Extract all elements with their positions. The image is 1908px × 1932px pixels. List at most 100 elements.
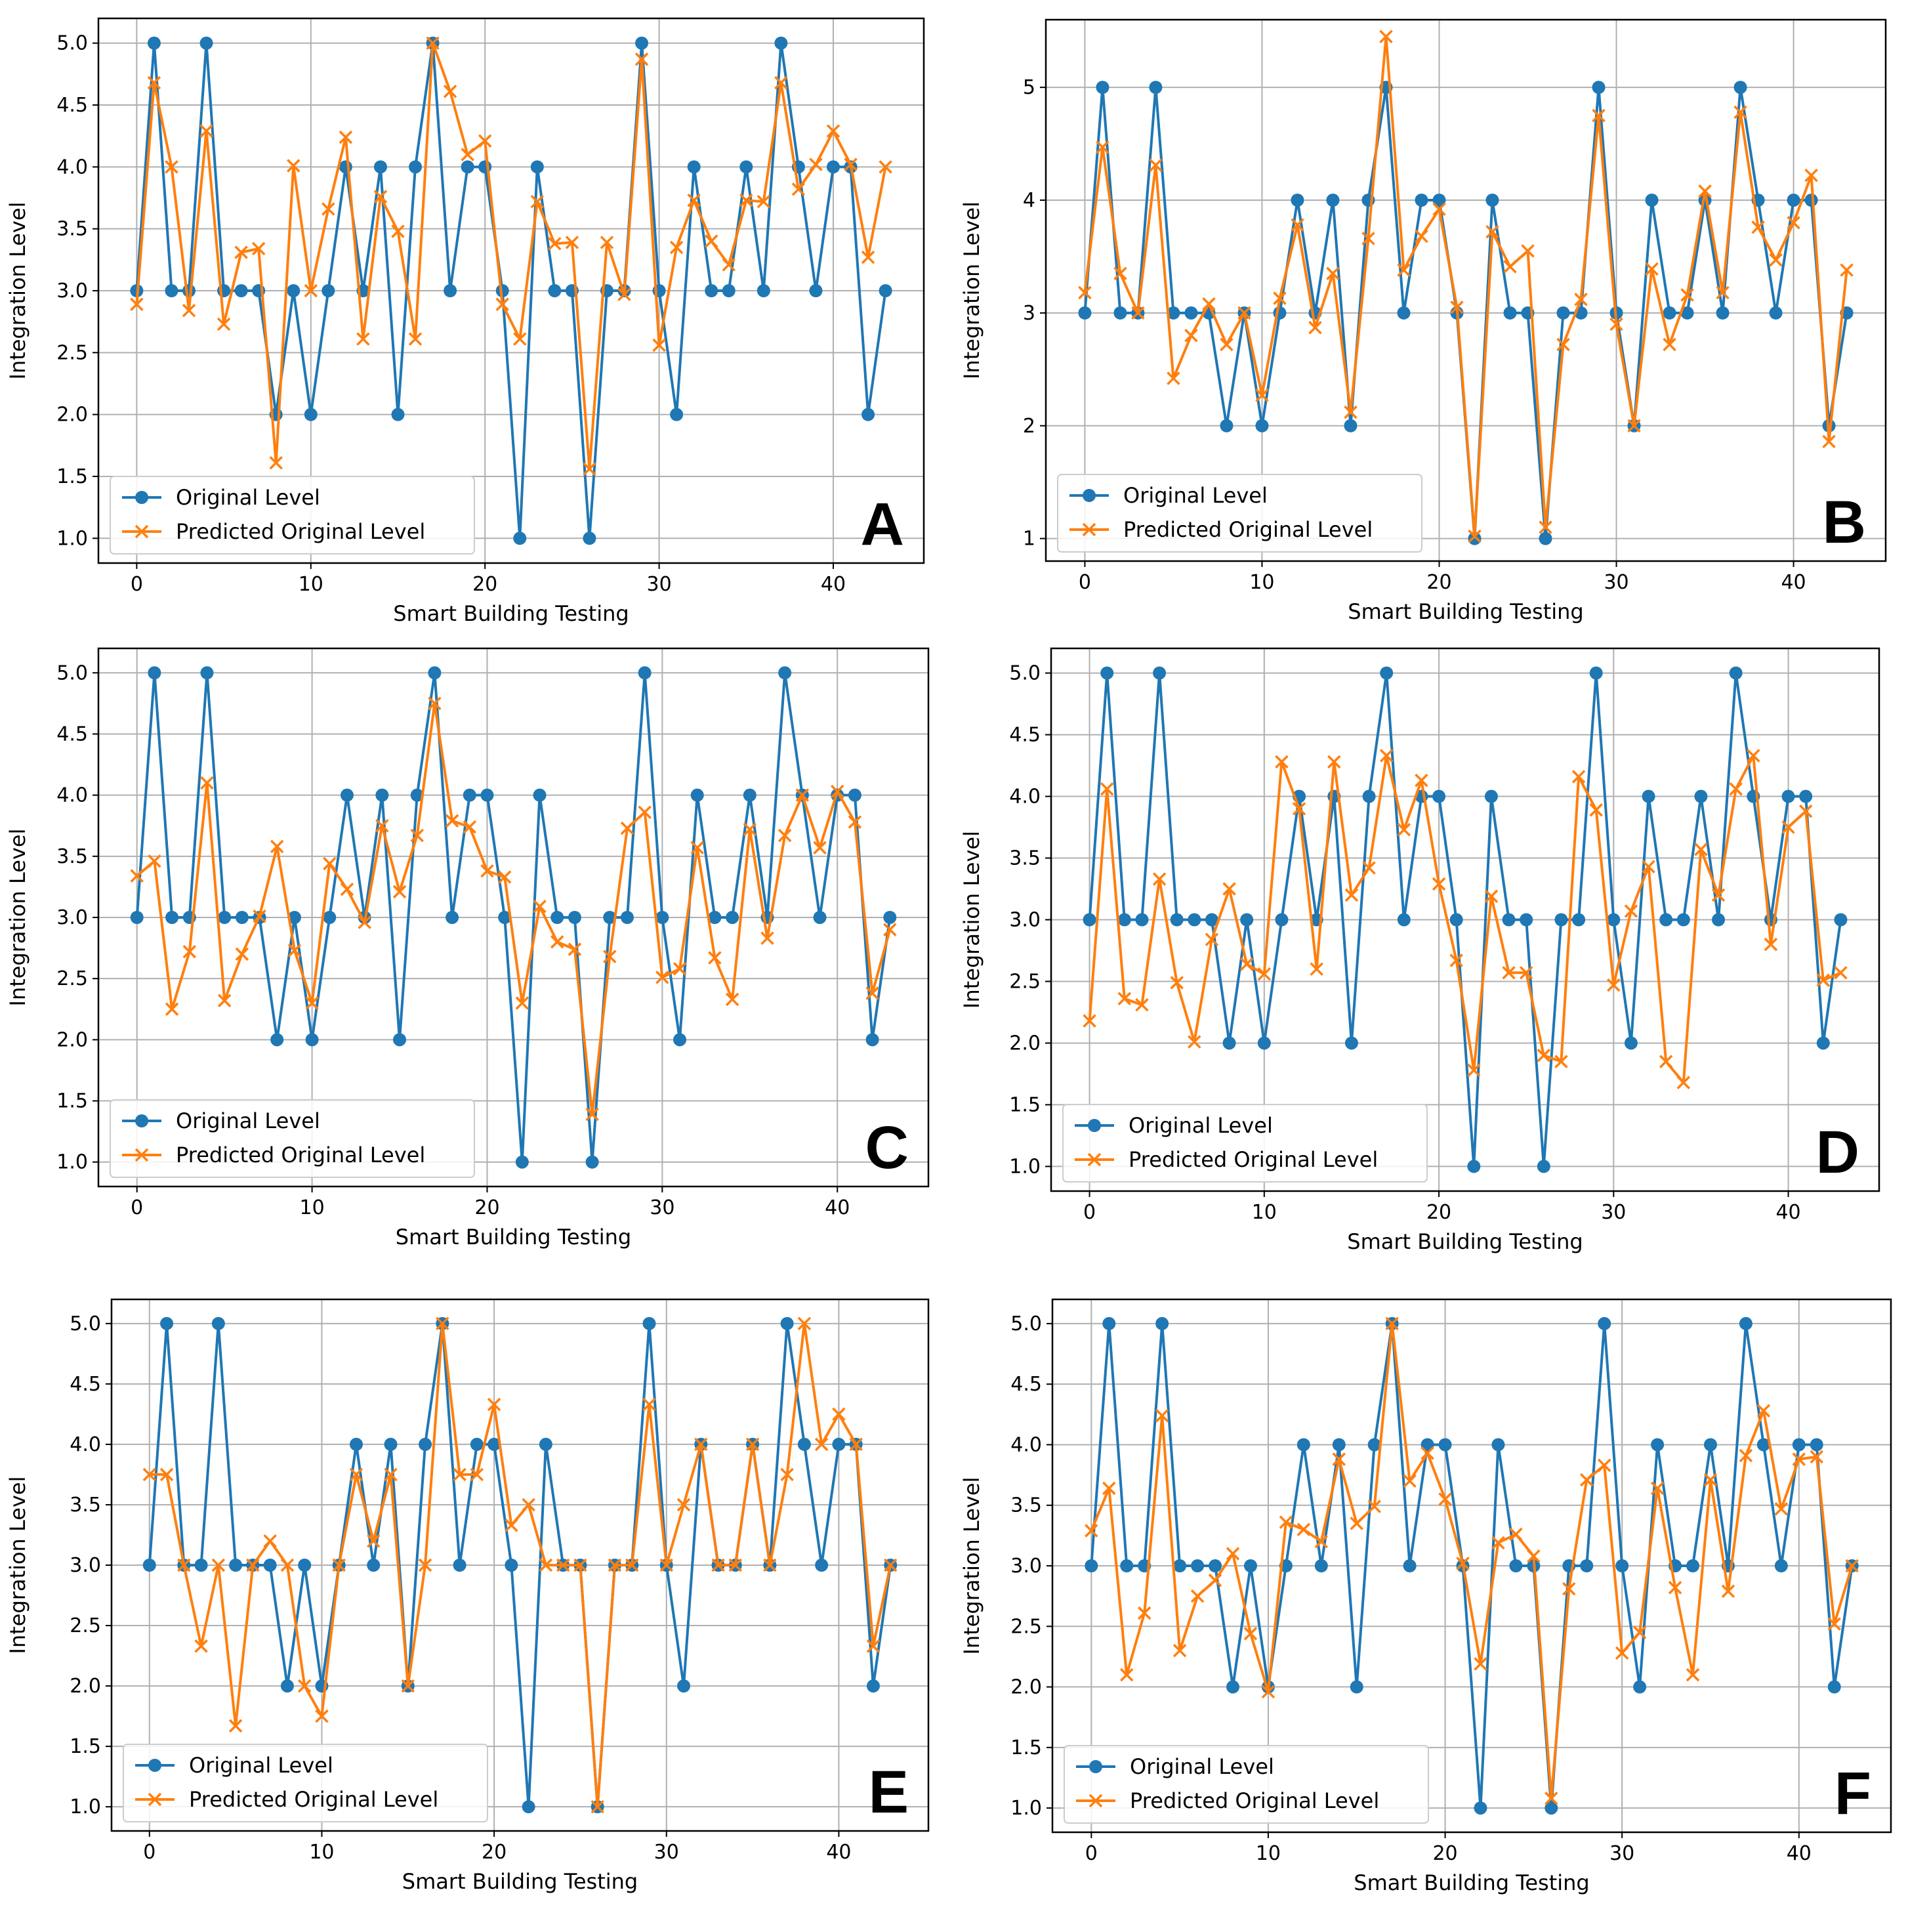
y-tick-label: 2.0 <box>56 1028 88 1051</box>
data-point-original <box>690 788 704 802</box>
data-point-predicted <box>530 194 545 209</box>
data-point-predicted <box>1703 1473 1718 1487</box>
data-point-predicted <box>690 841 704 855</box>
data-point-predicted <box>1100 782 1114 796</box>
data-point-original <box>165 284 178 297</box>
data-point-predicted <box>251 242 266 256</box>
data-point-predicted <box>797 1316 812 1331</box>
data-point-predicted <box>1485 224 1499 239</box>
data-point-original <box>677 1679 691 1693</box>
data-point-original <box>687 160 701 174</box>
data-point-predicted <box>1571 770 1586 784</box>
x-tick-label: 10 <box>1252 1201 1277 1224</box>
y-tick-label: 4.0 <box>70 1433 101 1456</box>
data-point-predicted <box>763 1558 777 1572</box>
y-tick-label: 2.0 <box>56 404 88 427</box>
data-point-predicted <box>234 245 248 259</box>
x-tick-label: 10 <box>1249 571 1274 594</box>
data-point-original <box>428 666 442 680</box>
legend-marker-circle <box>135 491 148 504</box>
data-point-original <box>1421 1438 1434 1452</box>
legend-marker-x <box>1082 522 1096 537</box>
data-point-predicted <box>1686 1668 1700 1682</box>
data-point-predicted <box>1275 755 1289 769</box>
y-tick-label: 5.0 <box>1009 662 1041 685</box>
data-point-predicted <box>1361 232 1375 245</box>
x-tick-label: 40 <box>1775 1201 1800 1224</box>
data-point-predicted <box>373 190 388 203</box>
data-point-original <box>1781 789 1795 803</box>
gridlines <box>1052 1299 1891 1832</box>
data-point-original <box>1484 789 1498 803</box>
data-point-original <box>142 1559 156 1572</box>
data-point-predicted <box>1172 1643 1187 1658</box>
series-predicted-original-level <box>1085 1316 1859 1805</box>
data-point-predicted <box>1556 337 1570 352</box>
data-point-predicted <box>1467 1063 1481 1078</box>
data-point-predicted <box>1152 872 1167 886</box>
data-point-original <box>1592 81 1606 94</box>
data-point-predicted <box>1676 1076 1691 1089</box>
data-point-predicted <box>182 303 196 318</box>
x-tick-label: 40 <box>825 1196 850 1219</box>
data-point-predicted <box>1592 108 1606 123</box>
data-point-original <box>1209 1559 1222 1572</box>
data-point-original <box>470 1437 484 1451</box>
data-point-original <box>515 1155 529 1169</box>
legend-marker-x <box>1087 1152 1102 1167</box>
data-point-predicted <box>548 237 562 251</box>
data-point-predicted <box>497 870 512 884</box>
data-point-original <box>1810 1438 1823 1452</box>
data-point-predicted <box>253 909 266 923</box>
data-point-predicted <box>1787 216 1800 230</box>
data-point-predicted <box>655 971 669 984</box>
data-point-original <box>1792 1438 1806 1452</box>
data-point-original <box>298 1559 312 1572</box>
data-point-original <box>1799 789 1813 803</box>
legend-label: Predicted Original Level <box>1123 517 1373 542</box>
x-tick-label: 0 <box>1079 571 1091 594</box>
legend-marker-circle <box>135 1114 148 1127</box>
plot-frame <box>110 1298 930 1832</box>
data-point-original <box>620 911 634 924</box>
data-point-original <box>1676 913 1690 927</box>
data-point-original <box>708 911 722 924</box>
y-tick-label: 3.0 <box>1010 1555 1042 1578</box>
data-point-original <box>287 284 301 297</box>
x-tick-label: 0 <box>143 1841 156 1864</box>
data-point-original <box>1344 1036 1358 1050</box>
data-point-original <box>446 911 459 924</box>
x-tick-label: 30 <box>650 1196 674 1219</box>
data-point-predicted <box>617 287 631 301</box>
data-point-original <box>1173 1559 1187 1572</box>
data-point-predicted <box>270 839 284 854</box>
legend-marker-circle <box>1088 1119 1101 1132</box>
y-tick-label: 1.0 <box>56 527 88 550</box>
data-point-original <box>1243 1559 1257 1572</box>
data-point-original <box>478 160 492 174</box>
legend-box <box>1057 474 1422 553</box>
data-point-predicted <box>1632 1626 1647 1639</box>
data-point-predicted <box>391 224 405 238</box>
data-point-predicted <box>199 124 213 138</box>
plot-frame <box>1045 18 1887 562</box>
data-point-predicted <box>883 923 897 936</box>
data-point-original <box>513 532 527 545</box>
data-point-predicted <box>1739 1448 1753 1463</box>
panel-letter: F <box>1835 1760 1871 1827</box>
data-point-predicted <box>1085 1524 1098 1538</box>
x-tick-label: 10 <box>1256 1842 1281 1865</box>
data-point-original <box>419 1437 432 1451</box>
data-point-original <box>1787 194 1800 207</box>
data-point-original <box>848 788 861 802</box>
data-point-original <box>585 1155 599 1169</box>
data-point-original <box>235 911 249 924</box>
y-tick-label: 4.5 <box>56 94 88 117</box>
data-point-original <box>539 1437 552 1451</box>
data-point-predicted <box>669 240 684 255</box>
series-predicted-original-level <box>130 36 892 476</box>
data-point-predicted <box>1609 317 1623 331</box>
data-point-predicted <box>408 332 423 346</box>
data-point-original <box>1135 913 1149 927</box>
y-tick-label: 3.5 <box>70 1494 101 1517</box>
